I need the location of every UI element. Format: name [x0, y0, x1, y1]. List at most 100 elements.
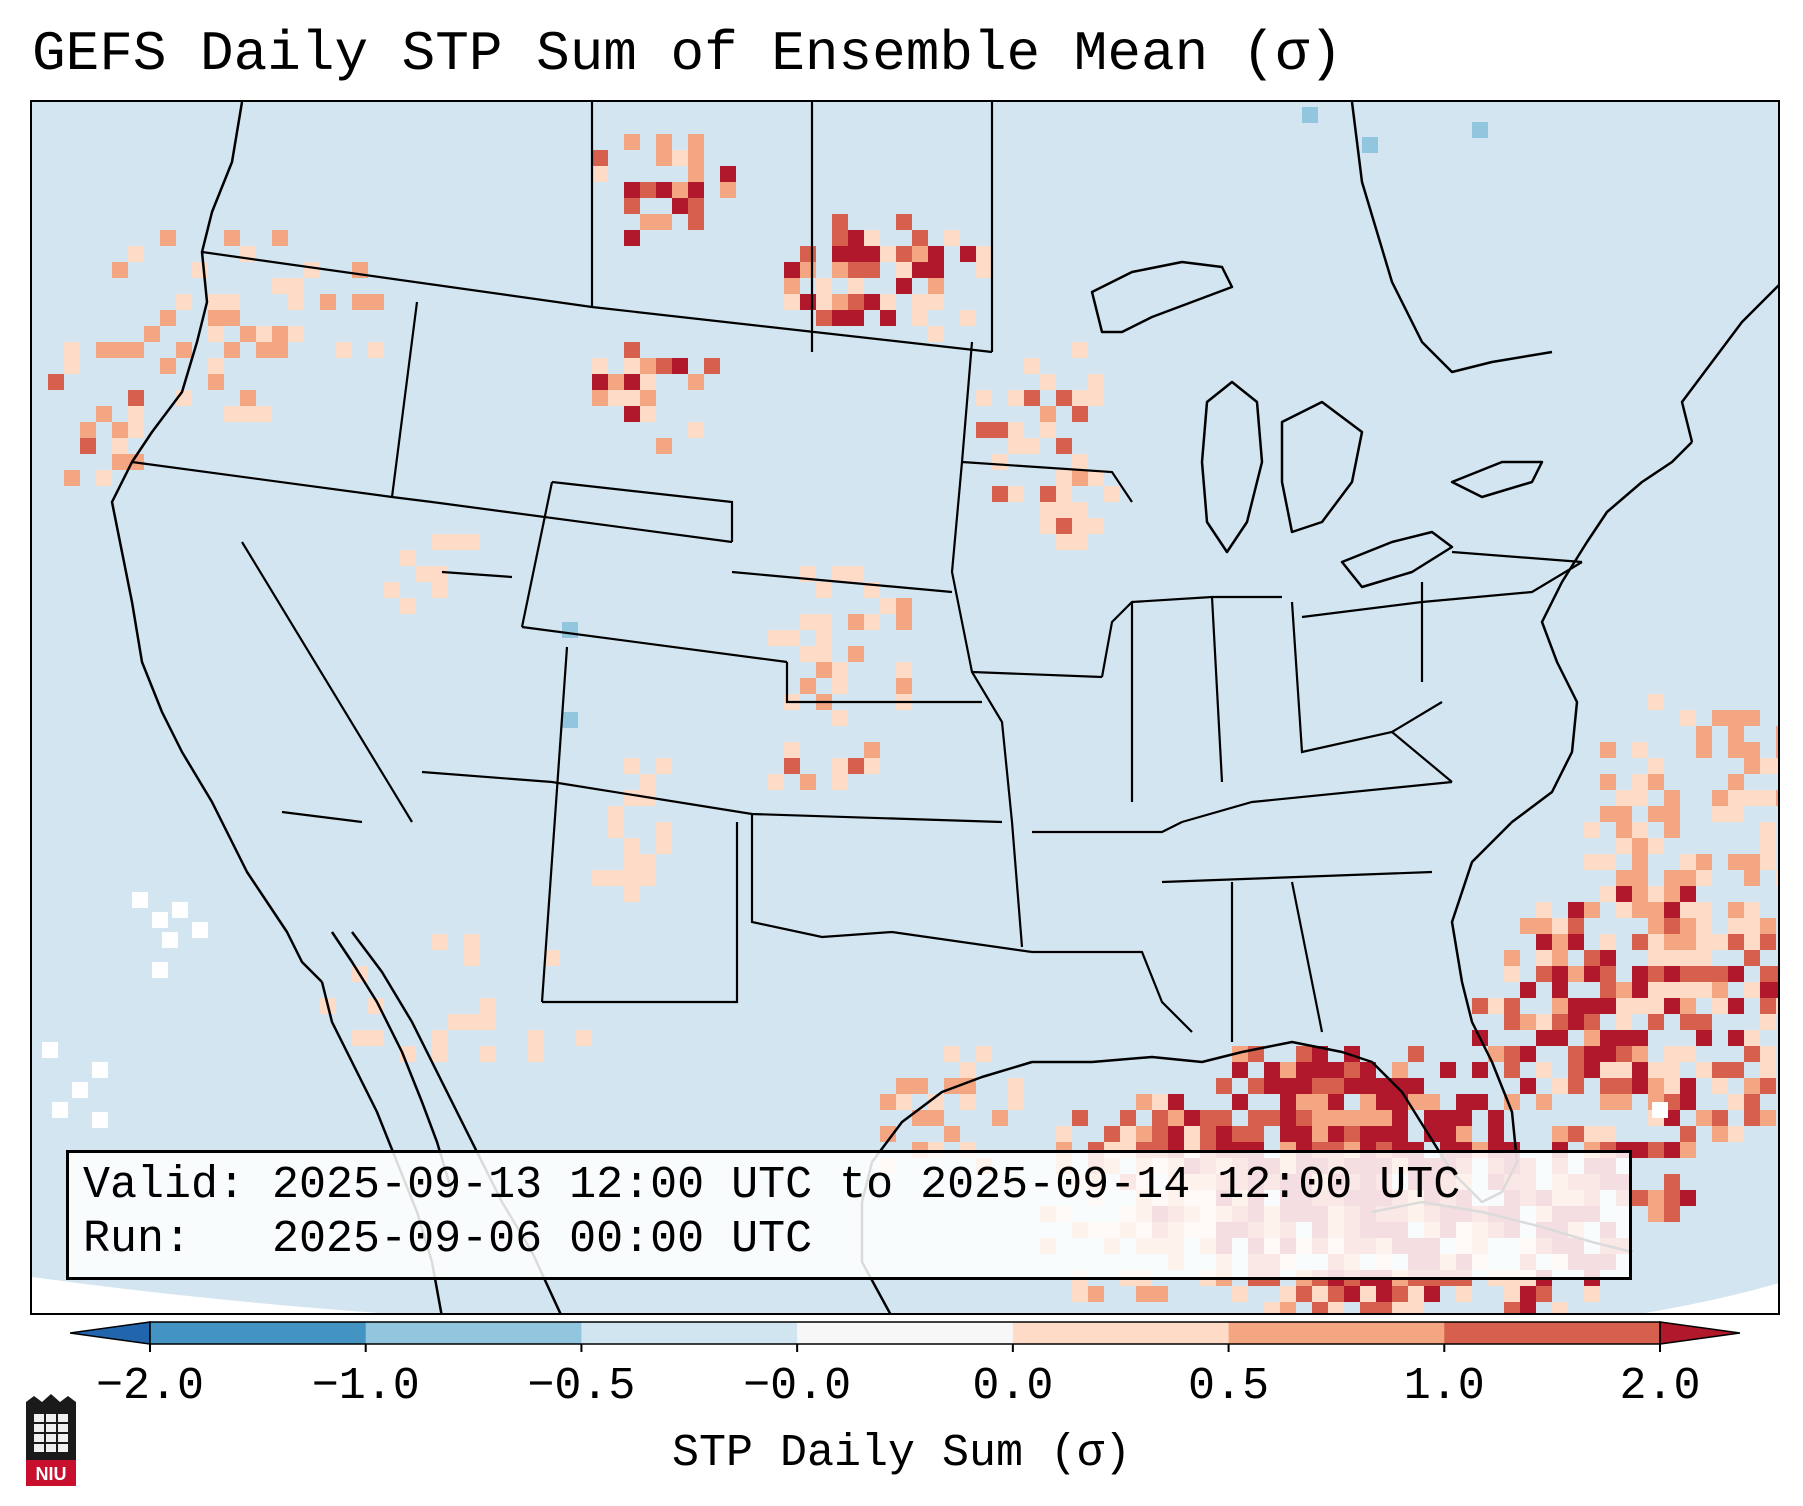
anomaly-cell [1696, 934, 1712, 950]
anomaly-cell [1360, 1094, 1376, 1110]
anomaly-cell [1584, 998, 1600, 1014]
anomaly-cell [1744, 790, 1760, 806]
anomaly-cell [208, 310, 224, 326]
anomaly-cell [1008, 390, 1024, 406]
projection-edge-right [1644, 1283, 1778, 1313]
anomaly-cell [1712, 1062, 1728, 1078]
anomaly-cell [1760, 790, 1776, 806]
anomaly-cell [1632, 870, 1648, 886]
anomaly-cell [656, 758, 672, 774]
anomaly-cell [1392, 1286, 1408, 1302]
anomaly-cell [656, 150, 672, 166]
anomaly-cell [688, 198, 704, 214]
anomaly-cell [1504, 1046, 1520, 1062]
anomaly-cell [1712, 934, 1728, 950]
anomaly-cell [48, 374, 64, 390]
anomaly-cell [208, 294, 224, 310]
anomaly-cell [976, 390, 992, 406]
anomaly-cell [1504, 966, 1520, 982]
anomaly-cell [1680, 1094, 1696, 1110]
anomaly-cell [1776, 998, 1778, 1014]
anomaly-cell [1680, 1014, 1696, 1030]
anomaly-cell [1488, 1046, 1504, 1062]
anomaly-cell [1616, 998, 1632, 1014]
anomaly-cell [1120, 1110, 1136, 1126]
anomaly-cell [624, 198, 640, 214]
anomaly-cell [1056, 470, 1072, 486]
anomaly-cell-neutral [192, 922, 208, 938]
anomaly-cell [1760, 822, 1776, 838]
anomaly-cell [1520, 1046, 1536, 1062]
anomaly-cell [1664, 1206, 1680, 1222]
anomaly-cell [1680, 918, 1696, 934]
anomaly-cell [1328, 1078, 1344, 1094]
anomaly-cell [848, 262, 864, 278]
anomaly-cell-neutral [52, 1102, 68, 1118]
anomaly-cell [640, 182, 656, 198]
anomaly-cell [912, 230, 928, 246]
anomaly-cell [1744, 918, 1760, 934]
anomaly-cell [1776, 742, 1778, 758]
anomaly-cell [144, 326, 160, 342]
anomaly-cell [672, 182, 688, 198]
anomaly-cell [1568, 918, 1584, 934]
anomaly-cell [1536, 966, 1552, 982]
anomaly-cell [1680, 982, 1696, 998]
anomaly-cell [1488, 1126, 1504, 1142]
anomaly-cell [1584, 966, 1600, 982]
anomaly-cell [1552, 918, 1568, 934]
anomaly-cell [1696, 1062, 1712, 1078]
anomaly-cell [1760, 918, 1776, 934]
anomaly-cell [1744, 1046, 1760, 1062]
anomaly-cell [896, 614, 912, 630]
anomaly-cell [1616, 902, 1632, 918]
colorbar-extend-max [1659, 1321, 1740, 1345]
anomaly-cell [1776, 726, 1778, 742]
anomaly-cell [640, 214, 656, 230]
anomaly-cell [1648, 1142, 1664, 1158]
anomaly-cell [1168, 1126, 1184, 1142]
anomaly-cell [464, 950, 480, 966]
anomaly-cell [112, 454, 128, 470]
anomaly-cell [1072, 502, 1088, 518]
anomaly-cell [1408, 1046, 1424, 1062]
anomaly-cell [1632, 886, 1648, 902]
anomaly-cell [1088, 390, 1104, 406]
anomaly-cell [992, 454, 1008, 470]
anomaly-cell [880, 246, 896, 262]
anomaly-cell [1680, 902, 1696, 918]
anomaly-cell [1728, 1062, 1744, 1078]
anomaly-cell [1744, 1110, 1760, 1126]
anomaly-cell [1744, 902, 1760, 918]
anomaly-cell [1696, 966, 1712, 982]
anomaly-cell [1264, 1302, 1280, 1313]
anomaly-cell-neutral [92, 1062, 108, 1078]
anomaly-cell [336, 342, 352, 358]
anomaly-cell [832, 246, 848, 262]
anomaly-cell [1744, 934, 1760, 950]
anomaly-cell [1632, 790, 1648, 806]
anomaly-cell [1552, 998, 1568, 1014]
anomaly-cell [1088, 518, 1104, 534]
anomaly-cell [800, 262, 816, 278]
anomaly-cell [928, 1110, 944, 1126]
anomaly-cell-negative [1302, 107, 1318, 123]
anomaly-cell [1072, 342, 1088, 358]
colorbar-bins [70, 1321, 1740, 1345]
anomaly-cell [304, 262, 320, 278]
anomaly-cell [640, 774, 656, 790]
anomaly-cell [992, 486, 1008, 502]
anomaly-cell [816, 294, 832, 310]
anomaly-cell [112, 262, 128, 278]
niu-logo-text: NIU [35, 1464, 67, 1484]
anomaly-cell [352, 294, 368, 310]
anomaly-cell [640, 406, 656, 422]
anomaly-cell [1072, 1286, 1088, 1302]
anomaly-cell [1568, 1126, 1584, 1142]
anomaly-cell [832, 214, 848, 230]
anomaly-cell [608, 822, 624, 838]
anomaly-cell [1360, 1110, 1376, 1126]
anomaly-cell [1680, 1126, 1696, 1142]
anomaly-cell [1328, 1302, 1344, 1313]
anomaly-cell [1312, 1062, 1328, 1078]
